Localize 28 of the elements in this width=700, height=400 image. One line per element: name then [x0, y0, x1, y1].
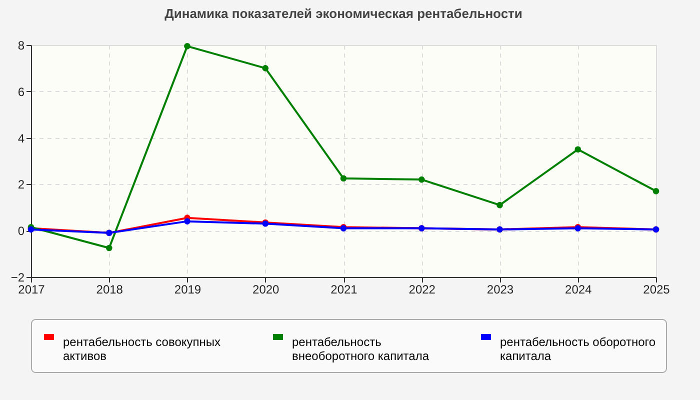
x-tick-label: 2020 — [252, 282, 280, 296]
point — [340, 175, 347, 182]
x-tick-label: 2024 — [565, 282, 592, 296]
y-tick-label: 0 — [18, 224, 25, 238]
chart-title: Динамика показателей экономическая рентабельности — [164, 6, 522, 21]
x-tick-label: 2023 — [486, 282, 514, 296]
y-tick-label: 6 — [18, 84, 25, 99]
legend-label: рентабельность внеоборотного капитала — [292, 335, 430, 363]
y-tick-label: −2 — [10, 270, 25, 284]
y-tick-label: 8 — [18, 38, 25, 52]
point — [652, 188, 660, 194]
point — [496, 202, 503, 208]
x-tick-label: 2025 — [643, 282, 670, 296]
point — [106, 244, 112, 252]
y-tick-label: 2 — [18, 178, 25, 192]
point — [184, 218, 190, 224]
x-tick-label: 2019 — [174, 282, 202, 296]
y-tick-label: 4 — [18, 131, 25, 146]
legend-label: рентабельность оборотного капитала — [500, 335, 656, 363]
x-tick-label: 2022 — [408, 282, 436, 296]
point — [574, 146, 582, 153]
x-tick-label: 2018 — [96, 282, 124, 296]
legend-label: рентабельность совокупных активов — [63, 335, 221, 363]
point — [184, 43, 190, 50]
point — [418, 176, 425, 183]
point — [262, 65, 269, 72]
x-tick-label: 2021 — [330, 282, 358, 296]
x-tick-label: 2017 — [18, 282, 46, 296]
